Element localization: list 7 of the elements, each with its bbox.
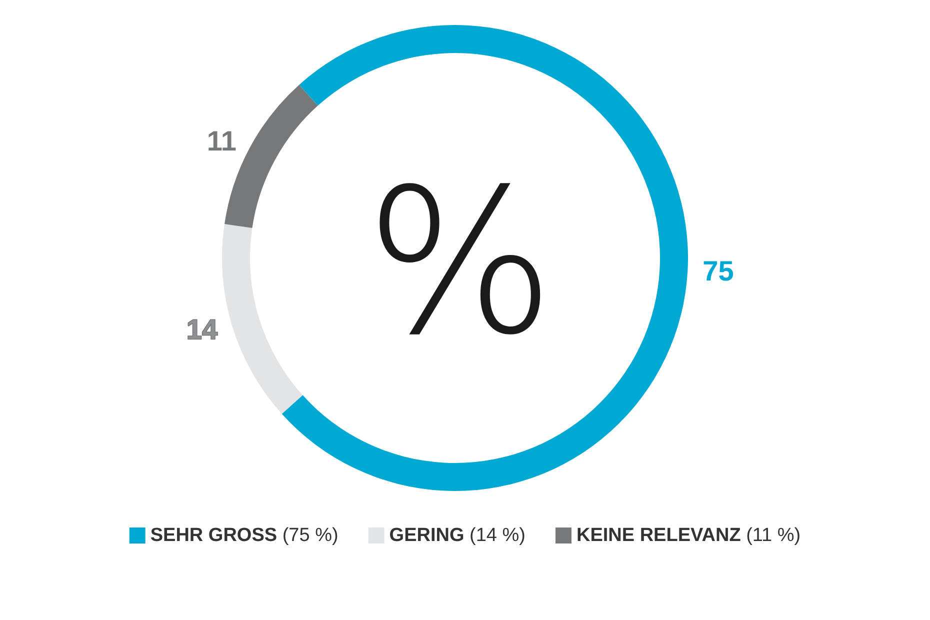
legend-label: SEHR GROSS (75 %) [150,525,338,546]
data-label: 14 [186,314,218,346]
data-label: 11 [206,125,236,156]
legend-label: KEINE RELEVANZ (11 %) [576,525,801,546]
data-label: 75 [702,255,734,286]
legend-label: GERING (14 %) [389,525,526,546]
text: % [364,146,556,380]
